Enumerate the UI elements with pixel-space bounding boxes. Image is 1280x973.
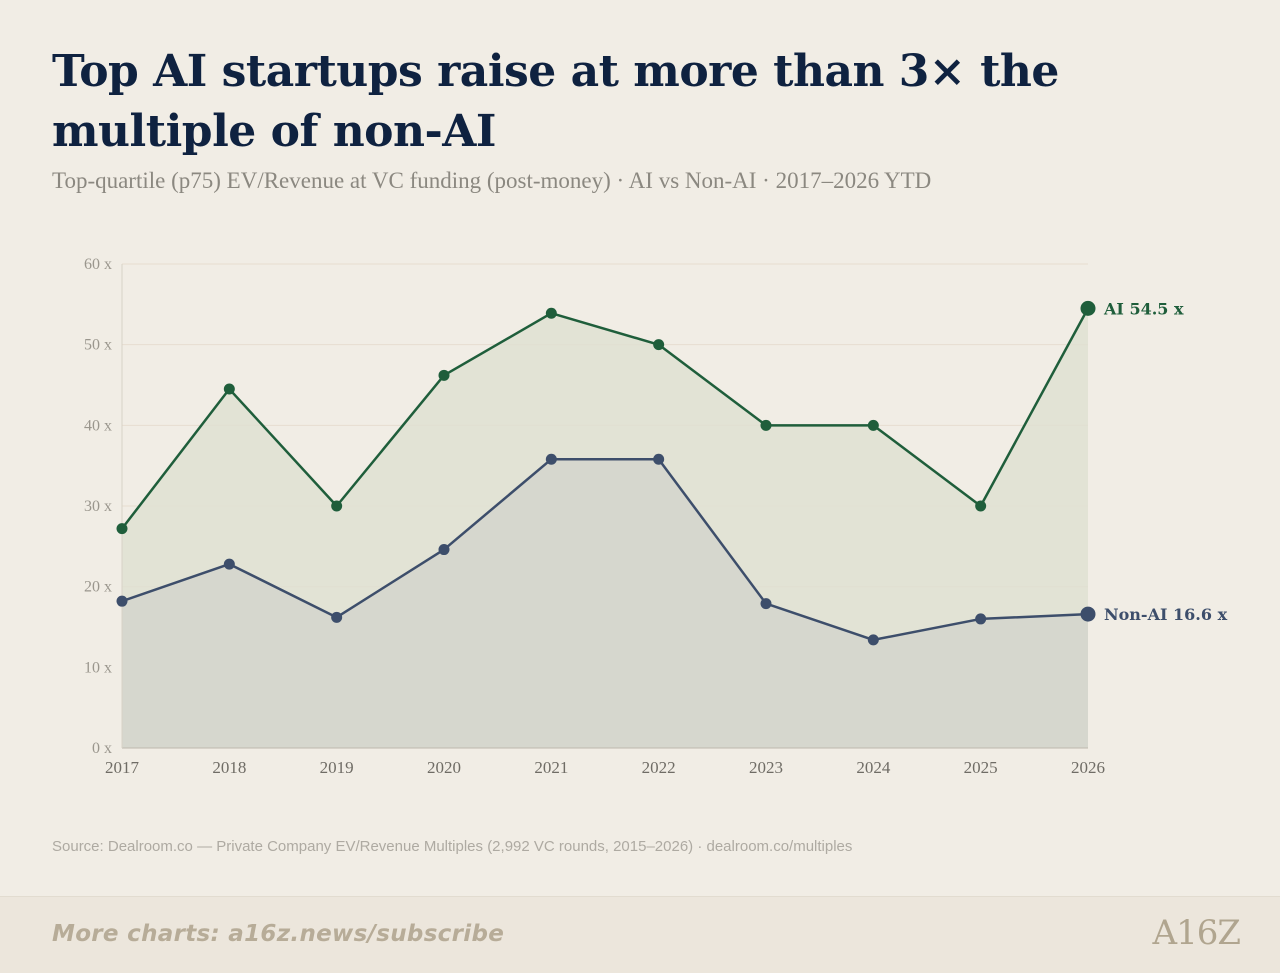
data-point [438, 544, 450, 556]
data-point [116, 595, 128, 607]
chart-subtitle: Top-quartile (p75) EV/Revenue at VC fund… [52, 168, 932, 193]
y-tick-label: 10 x [84, 659, 112, 676]
data-point [545, 307, 557, 319]
chart-title: Top AI startups raise at more than 3× th… [52, 46, 1059, 157]
y-tick-label: 50 x [84, 337, 112, 354]
x-tick-label: 2018 [212, 758, 246, 777]
data-point [760, 598, 772, 610]
y-tick-label: 60 x [84, 256, 112, 273]
y-tick-label: 0 x [92, 740, 112, 757]
data-point [867, 419, 879, 431]
y-tick-label: 20 x [84, 579, 112, 596]
data-point [545, 453, 557, 465]
data-point [1080, 300, 1096, 316]
x-tick-label: 2017 [105, 758, 140, 777]
y-tick-label: 30 x [84, 498, 112, 515]
subscribe-link[interactable]: More charts: a16z.news/subscribe [52, 921, 505, 947]
x-tick-label: 2022 [642, 758, 676, 777]
data-point [653, 453, 665, 465]
x-tick-label: 2023 [749, 758, 783, 777]
data-point [975, 613, 987, 625]
data-point [331, 500, 343, 512]
series-area-non-ai [122, 459, 1088, 748]
data-point [223, 383, 235, 395]
x-tick-label: 2025 [964, 758, 998, 777]
data-point [867, 634, 879, 646]
data-point [760, 419, 772, 431]
data-point [438, 369, 450, 381]
data-point [223, 558, 235, 570]
x-tick-label: 2026 [1071, 758, 1105, 777]
data-point [116, 523, 128, 535]
y-tick-label: 40 x [84, 417, 112, 434]
x-tick-label: 2024 [856, 758, 891, 777]
series-end-label: Non-AI 16.6 x [1104, 605, 1228, 624]
series-line-ai [121, 307, 1090, 530]
series-end-label: AI 54.5 x [1103, 299, 1184, 318]
data-point [331, 611, 343, 623]
data-point [1080, 606, 1096, 622]
line-chart: 0 x 10 x 20 x 30 x 40 x 50 x 60 x AI 54.5 x Non-… [84, 256, 1228, 777]
series-line-non-ai [121, 457, 1089, 642]
footer-bar: More charts: a16z.news/subscribe A16Z [0, 896, 1280, 973]
a16z-logo: A16Z [1152, 913, 1241, 953]
source-note: Source: Dealroom.co — Private Company EV… [52, 838, 853, 855]
data-point [653, 339, 665, 351]
x-tick-label: 2020 [427, 758, 461, 777]
x-tick-label: 2019 [320, 758, 354, 777]
x-tick-label: 2021 [534, 758, 568, 777]
data-point [975, 500, 987, 512]
